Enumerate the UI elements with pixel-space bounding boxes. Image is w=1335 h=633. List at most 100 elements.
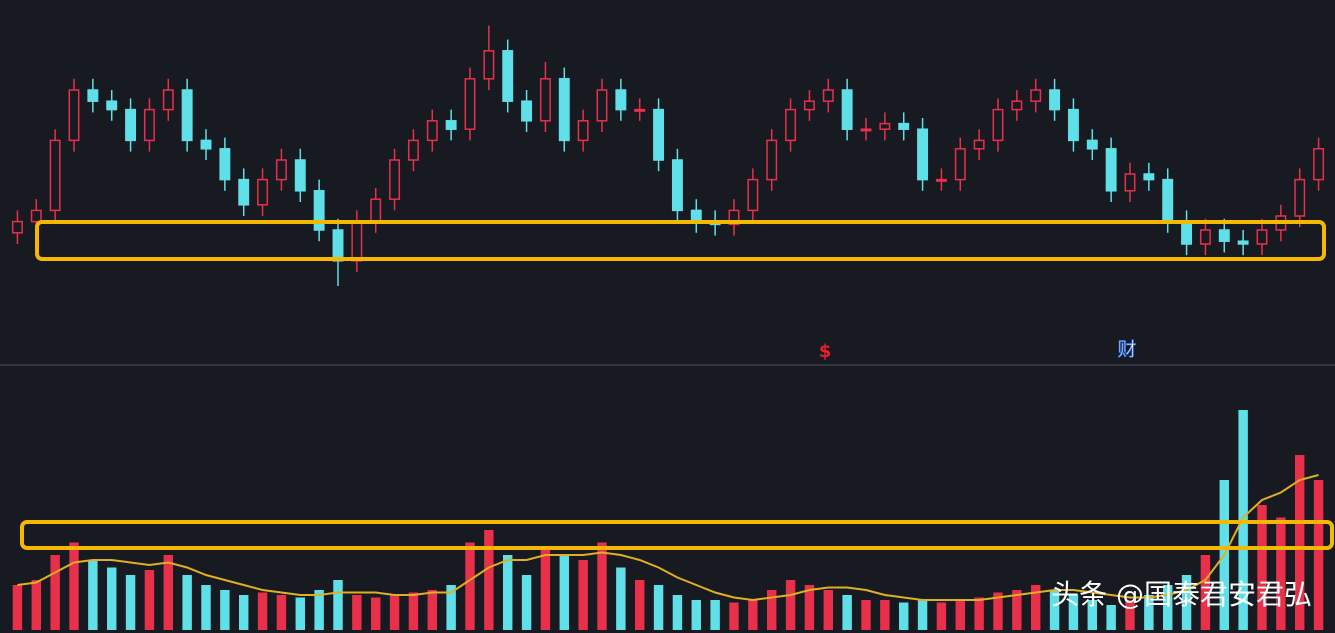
candle-body [407, 139, 419, 161]
volume-bar [125, 575, 136, 630]
candle-body [992, 108, 1004, 142]
volume-bar [144, 570, 155, 630]
volume-bar [597, 542, 607, 630]
volume-bar [578, 560, 588, 630]
candle-body [106, 100, 118, 111]
candle-body [200, 139, 212, 150]
volume-bar [691, 600, 701, 630]
candle-body [11, 220, 23, 234]
volume-bar [314, 590, 324, 630]
volume-bar [917, 600, 928, 630]
volume-bar [936, 602, 947, 630]
volume-bar [1049, 590, 1060, 630]
volume-bar [672, 595, 683, 630]
volume-bar [974, 597, 984, 630]
candle-body [596, 89, 608, 122]
candle-body [313, 190, 325, 231]
candle-body [822, 89, 834, 102]
candle-body [332, 229, 344, 262]
candle-body [87, 89, 99, 102]
volume-bar [389, 595, 400, 630]
volume-bar [540, 550, 551, 630]
candle-body [785, 108, 797, 142]
candle-body [634, 108, 646, 112]
volume-bar [1106, 605, 1116, 630]
candle-body [68, 89, 80, 142]
candle-body [351, 220, 363, 262]
candle-body [766, 139, 778, 181]
candle-body [1237, 240, 1249, 245]
candle-body [219, 148, 231, 181]
candle-body [954, 148, 966, 181]
highlight-box [20, 520, 1334, 550]
candle-body [879, 122, 891, 130]
volume-bar [69, 542, 79, 630]
candle-body [445, 120, 457, 130]
volume-bar [729, 602, 739, 630]
volume-bar [201, 585, 211, 630]
volume-bar [50, 555, 60, 630]
candle-body [1124, 173, 1136, 192]
volume-bar [861, 600, 871, 630]
candle-body [803, 100, 815, 111]
candle-body [143, 108, 155, 142]
candle-body [860, 128, 872, 132]
volume-bar [257, 592, 268, 630]
candle-body [483, 50, 495, 80]
volume-bar [1144, 595, 1154, 630]
candle-body [294, 159, 306, 192]
candle-body [1313, 148, 1325, 181]
candle-body [275, 159, 287, 181]
volume-bar [1087, 600, 1097, 630]
candle-body [125, 108, 137, 142]
candle-body [1030, 89, 1042, 102]
candle-body [30, 209, 42, 223]
volume-bar [804, 585, 815, 630]
candle-body [841, 89, 853, 130]
candle-body [615, 89, 627, 111]
candle-body [1199, 229, 1211, 245]
volume-bar [408, 592, 419, 630]
volume-bar [1257, 505, 1267, 630]
candle-body [577, 120, 589, 142]
candle-body [1049, 89, 1061, 111]
candle-body [181, 89, 193, 142]
event-marker: $ [819, 341, 832, 362]
volume-bar [503, 555, 513, 630]
volume-bar [521, 575, 532, 630]
volume-bar [333, 580, 343, 630]
volume-bar [842, 595, 852, 630]
candle-body [162, 89, 174, 111]
candle-body [898, 122, 910, 130]
event-marker: 财 [1117, 339, 1136, 361]
volume-bar [559, 555, 569, 630]
volume-bar [484, 530, 494, 630]
volume-bar [1181, 575, 1192, 630]
volume-bar [710, 600, 720, 630]
candle-body [370, 198, 382, 223]
volume-bar [993, 592, 1003, 630]
volume-bar [1012, 590, 1022, 630]
volume-bar [767, 590, 777, 630]
candle-body [653, 108, 665, 161]
watermark: 头条 @国泰君安君弘 [1051, 578, 1312, 611]
candle-body [1218, 229, 1230, 242]
candle-body [426, 120, 438, 142]
volume-bar [1313, 480, 1324, 630]
candle-body [558, 78, 570, 142]
volume-bar [182, 575, 192, 630]
volume-bar [107, 567, 117, 630]
volume-bar [955, 600, 965, 630]
volume-bar [239, 595, 249, 630]
volume-bar [1295, 455, 1305, 630]
candle-body [1162, 178, 1174, 223]
candle-body [747, 178, 759, 212]
volume-bar [371, 597, 381, 630]
volume-bar [785, 580, 796, 630]
highlight-box [35, 220, 1326, 261]
candle-body [1086, 139, 1098, 150]
candle-body [1067, 108, 1079, 142]
volume-bar [616, 567, 626, 630]
candle-body [502, 50, 514, 102]
